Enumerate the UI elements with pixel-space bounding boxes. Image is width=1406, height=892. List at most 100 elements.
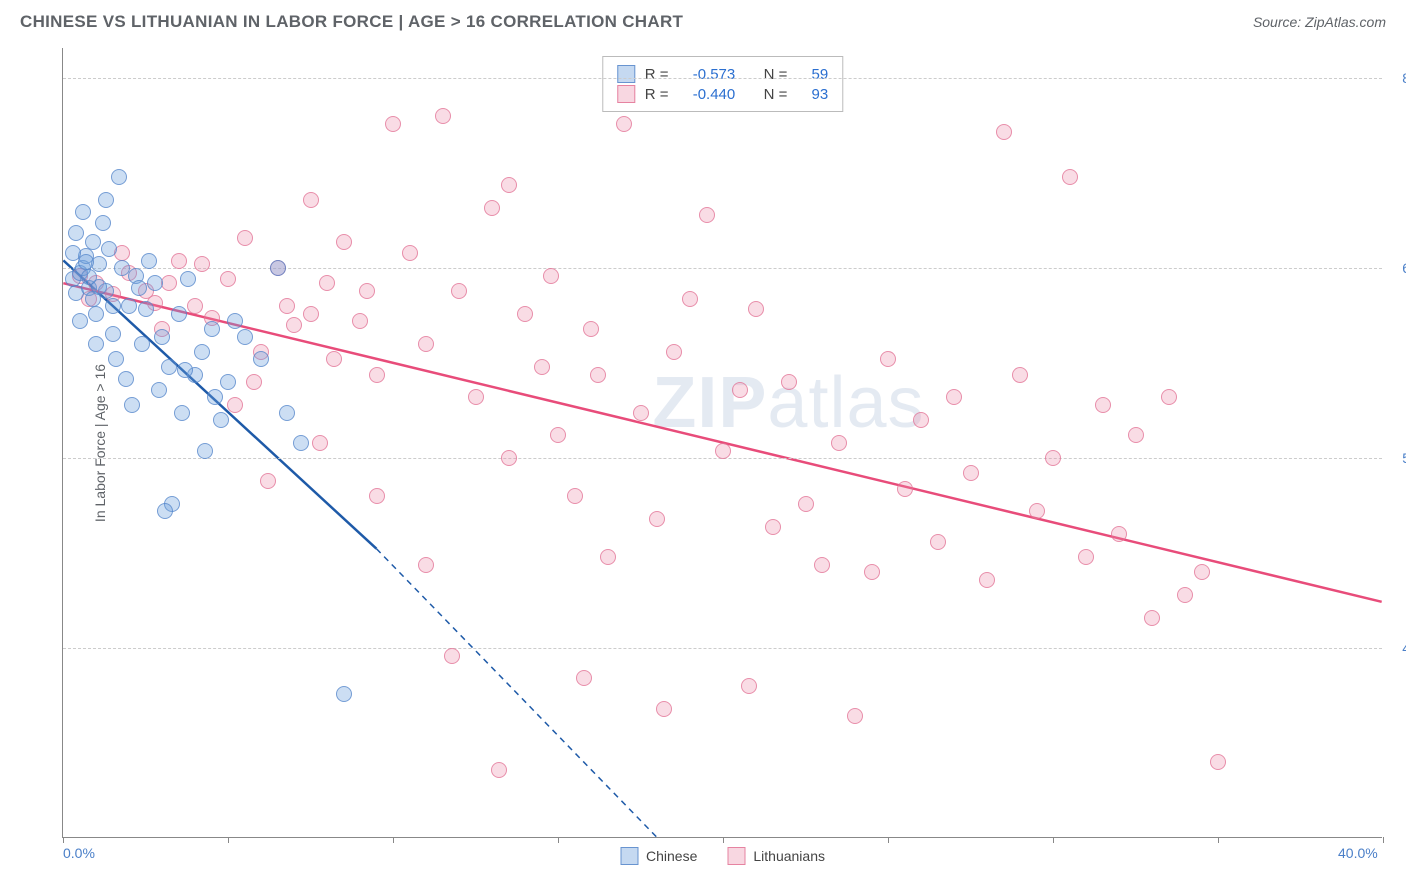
- data-point: [501, 177, 517, 193]
- data-point: [748, 301, 764, 317]
- data-point: [194, 256, 210, 272]
- data-point: [880, 351, 896, 367]
- swatch-icon: [617, 85, 635, 103]
- xtick: [1218, 837, 1219, 843]
- data-point: [171, 306, 187, 322]
- data-point: [326, 351, 342, 367]
- data-point: [88, 306, 104, 322]
- swatch-icon: [617, 65, 635, 83]
- data-point: [913, 412, 929, 428]
- data-point: [319, 275, 335, 291]
- chart-title: CHINESE VS LITHUANIAN IN LABOR FORCE | A…: [20, 12, 683, 32]
- data-point: [134, 336, 150, 352]
- data-point: [88, 336, 104, 352]
- data-point: [72, 313, 88, 329]
- data-point: [105, 326, 121, 342]
- data-point: [451, 283, 467, 299]
- data-point: [105, 298, 121, 314]
- data-point: [1012, 367, 1028, 383]
- data-point: [501, 450, 517, 466]
- data-point: [279, 405, 295, 421]
- data-point: [85, 234, 101, 250]
- data-point: [1194, 564, 1210, 580]
- data-point: [336, 686, 352, 702]
- data-point: [491, 762, 507, 778]
- data-point: [303, 192, 319, 208]
- source-attribution: Source: ZipAtlas.com: [1253, 14, 1386, 30]
- gridline: [63, 78, 1382, 79]
- xtick: [888, 837, 889, 843]
- data-point: [171, 253, 187, 269]
- data-point: [1210, 754, 1226, 770]
- data-point: [180, 271, 196, 287]
- data-point: [682, 291, 698, 307]
- data-point: [101, 241, 117, 257]
- data-point: [65, 245, 81, 261]
- data-point: [352, 313, 368, 329]
- xtick: [723, 837, 724, 843]
- data-point: [157, 503, 173, 519]
- data-point: [798, 496, 814, 512]
- data-point: [237, 230, 253, 246]
- data-point: [95, 215, 111, 231]
- data-point: [303, 306, 319, 322]
- ytick-label: 80.0%: [1387, 70, 1406, 86]
- legend-item-lithuanians: Lithuanians: [727, 847, 825, 865]
- xtick: [63, 837, 64, 843]
- data-point: [831, 435, 847, 451]
- data-point: [121, 298, 137, 314]
- data-point: [227, 313, 243, 329]
- data-point: [312, 435, 328, 451]
- data-point: [237, 329, 253, 345]
- gridline: [63, 648, 1382, 649]
- data-point: [124, 397, 140, 413]
- data-point: [1029, 503, 1045, 519]
- data-point: [260, 473, 276, 489]
- data-point: [151, 382, 167, 398]
- stats-row-lithuanians: R = -0.440 N = 93: [617, 85, 828, 103]
- y-axis-label: In Labor Force | Age > 16: [92, 363, 108, 521]
- data-point: [293, 435, 309, 451]
- data-point: [174, 405, 190, 421]
- data-point: [699, 207, 715, 223]
- data-point: [633, 405, 649, 421]
- data-point: [666, 344, 682, 360]
- data-point: [814, 557, 830, 573]
- data-point: [583, 321, 599, 337]
- data-point: [204, 321, 220, 337]
- data-point: [996, 124, 1012, 140]
- data-point: [286, 317, 302, 333]
- data-point: [246, 374, 262, 390]
- data-point: [732, 382, 748, 398]
- data-point: [1095, 397, 1111, 413]
- data-point: [418, 557, 434, 573]
- data-point: [550, 427, 566, 443]
- gridline: [63, 268, 1382, 269]
- data-point: [177, 362, 193, 378]
- xtick-label: 40.0%: [1338, 845, 1378, 861]
- xtick: [558, 837, 559, 843]
- data-point: [1144, 610, 1160, 626]
- data-point: [154, 329, 170, 345]
- data-point: [78, 254, 94, 270]
- swatch-icon: [620, 847, 638, 865]
- data-point: [444, 648, 460, 664]
- data-point: [1062, 169, 1078, 185]
- data-point: [864, 564, 880, 580]
- data-point: [1078, 549, 1094, 565]
- data-point: [1045, 450, 1061, 466]
- xtick: [228, 837, 229, 843]
- data-point: [1111, 526, 1127, 542]
- ytick-label: 55.0%: [1387, 450, 1406, 466]
- legend: Chinese Lithuanians: [620, 847, 825, 865]
- data-point: [435, 108, 451, 124]
- data-point: [418, 336, 434, 352]
- data-point: [649, 511, 665, 527]
- data-point: [369, 488, 385, 504]
- data-point: [979, 572, 995, 588]
- scatter-chart: In Labor Force | Age > 16 ZIPatlas R = -…: [62, 48, 1382, 838]
- data-point: [253, 351, 269, 367]
- data-point: [930, 534, 946, 550]
- data-point: [616, 116, 632, 132]
- data-point: [1177, 587, 1193, 603]
